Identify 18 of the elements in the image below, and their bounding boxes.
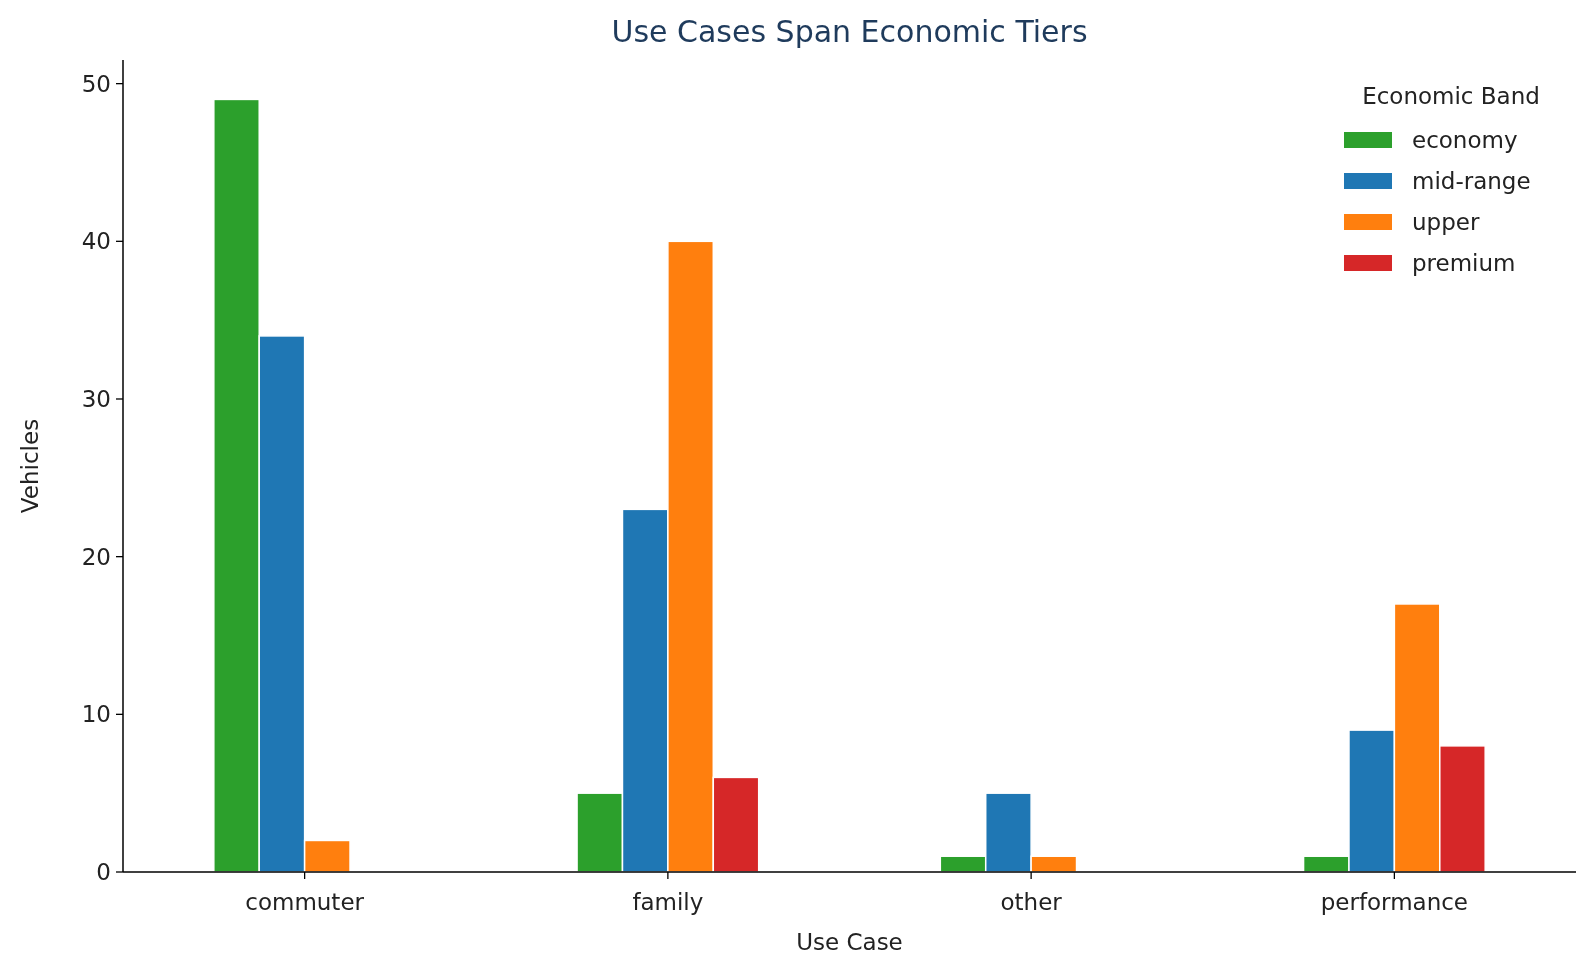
legend-label: upper (1412, 209, 1480, 236)
y-tick-label: 30 (81, 386, 111, 413)
legend-label: premium (1412, 250, 1516, 277)
x-tick-label: performance (1320, 889, 1469, 915)
x-axis-title: Use Case (796, 929, 903, 955)
y-tick-label: 0 (96, 859, 111, 886)
y-tick-label: 40 (81, 228, 111, 255)
legend-label: economy (1412, 127, 1518, 154)
legend-label: mid-range (1412, 168, 1531, 195)
chart-title: Use Cases Span Economic Tiers (611, 14, 1088, 49)
y-tick-label: 20 (81, 543, 111, 570)
legend-title: Economic Band (1362, 83, 1540, 109)
y-tick-label: 50 (81, 70, 111, 97)
y-tick-label: 10 (81, 701, 111, 728)
x-tick-label: other (1000, 889, 1063, 915)
x-tick-label: commuter (245, 889, 365, 915)
x-tick-label: family (632, 889, 704, 915)
y-axis-title: Vehicles (17, 418, 43, 514)
